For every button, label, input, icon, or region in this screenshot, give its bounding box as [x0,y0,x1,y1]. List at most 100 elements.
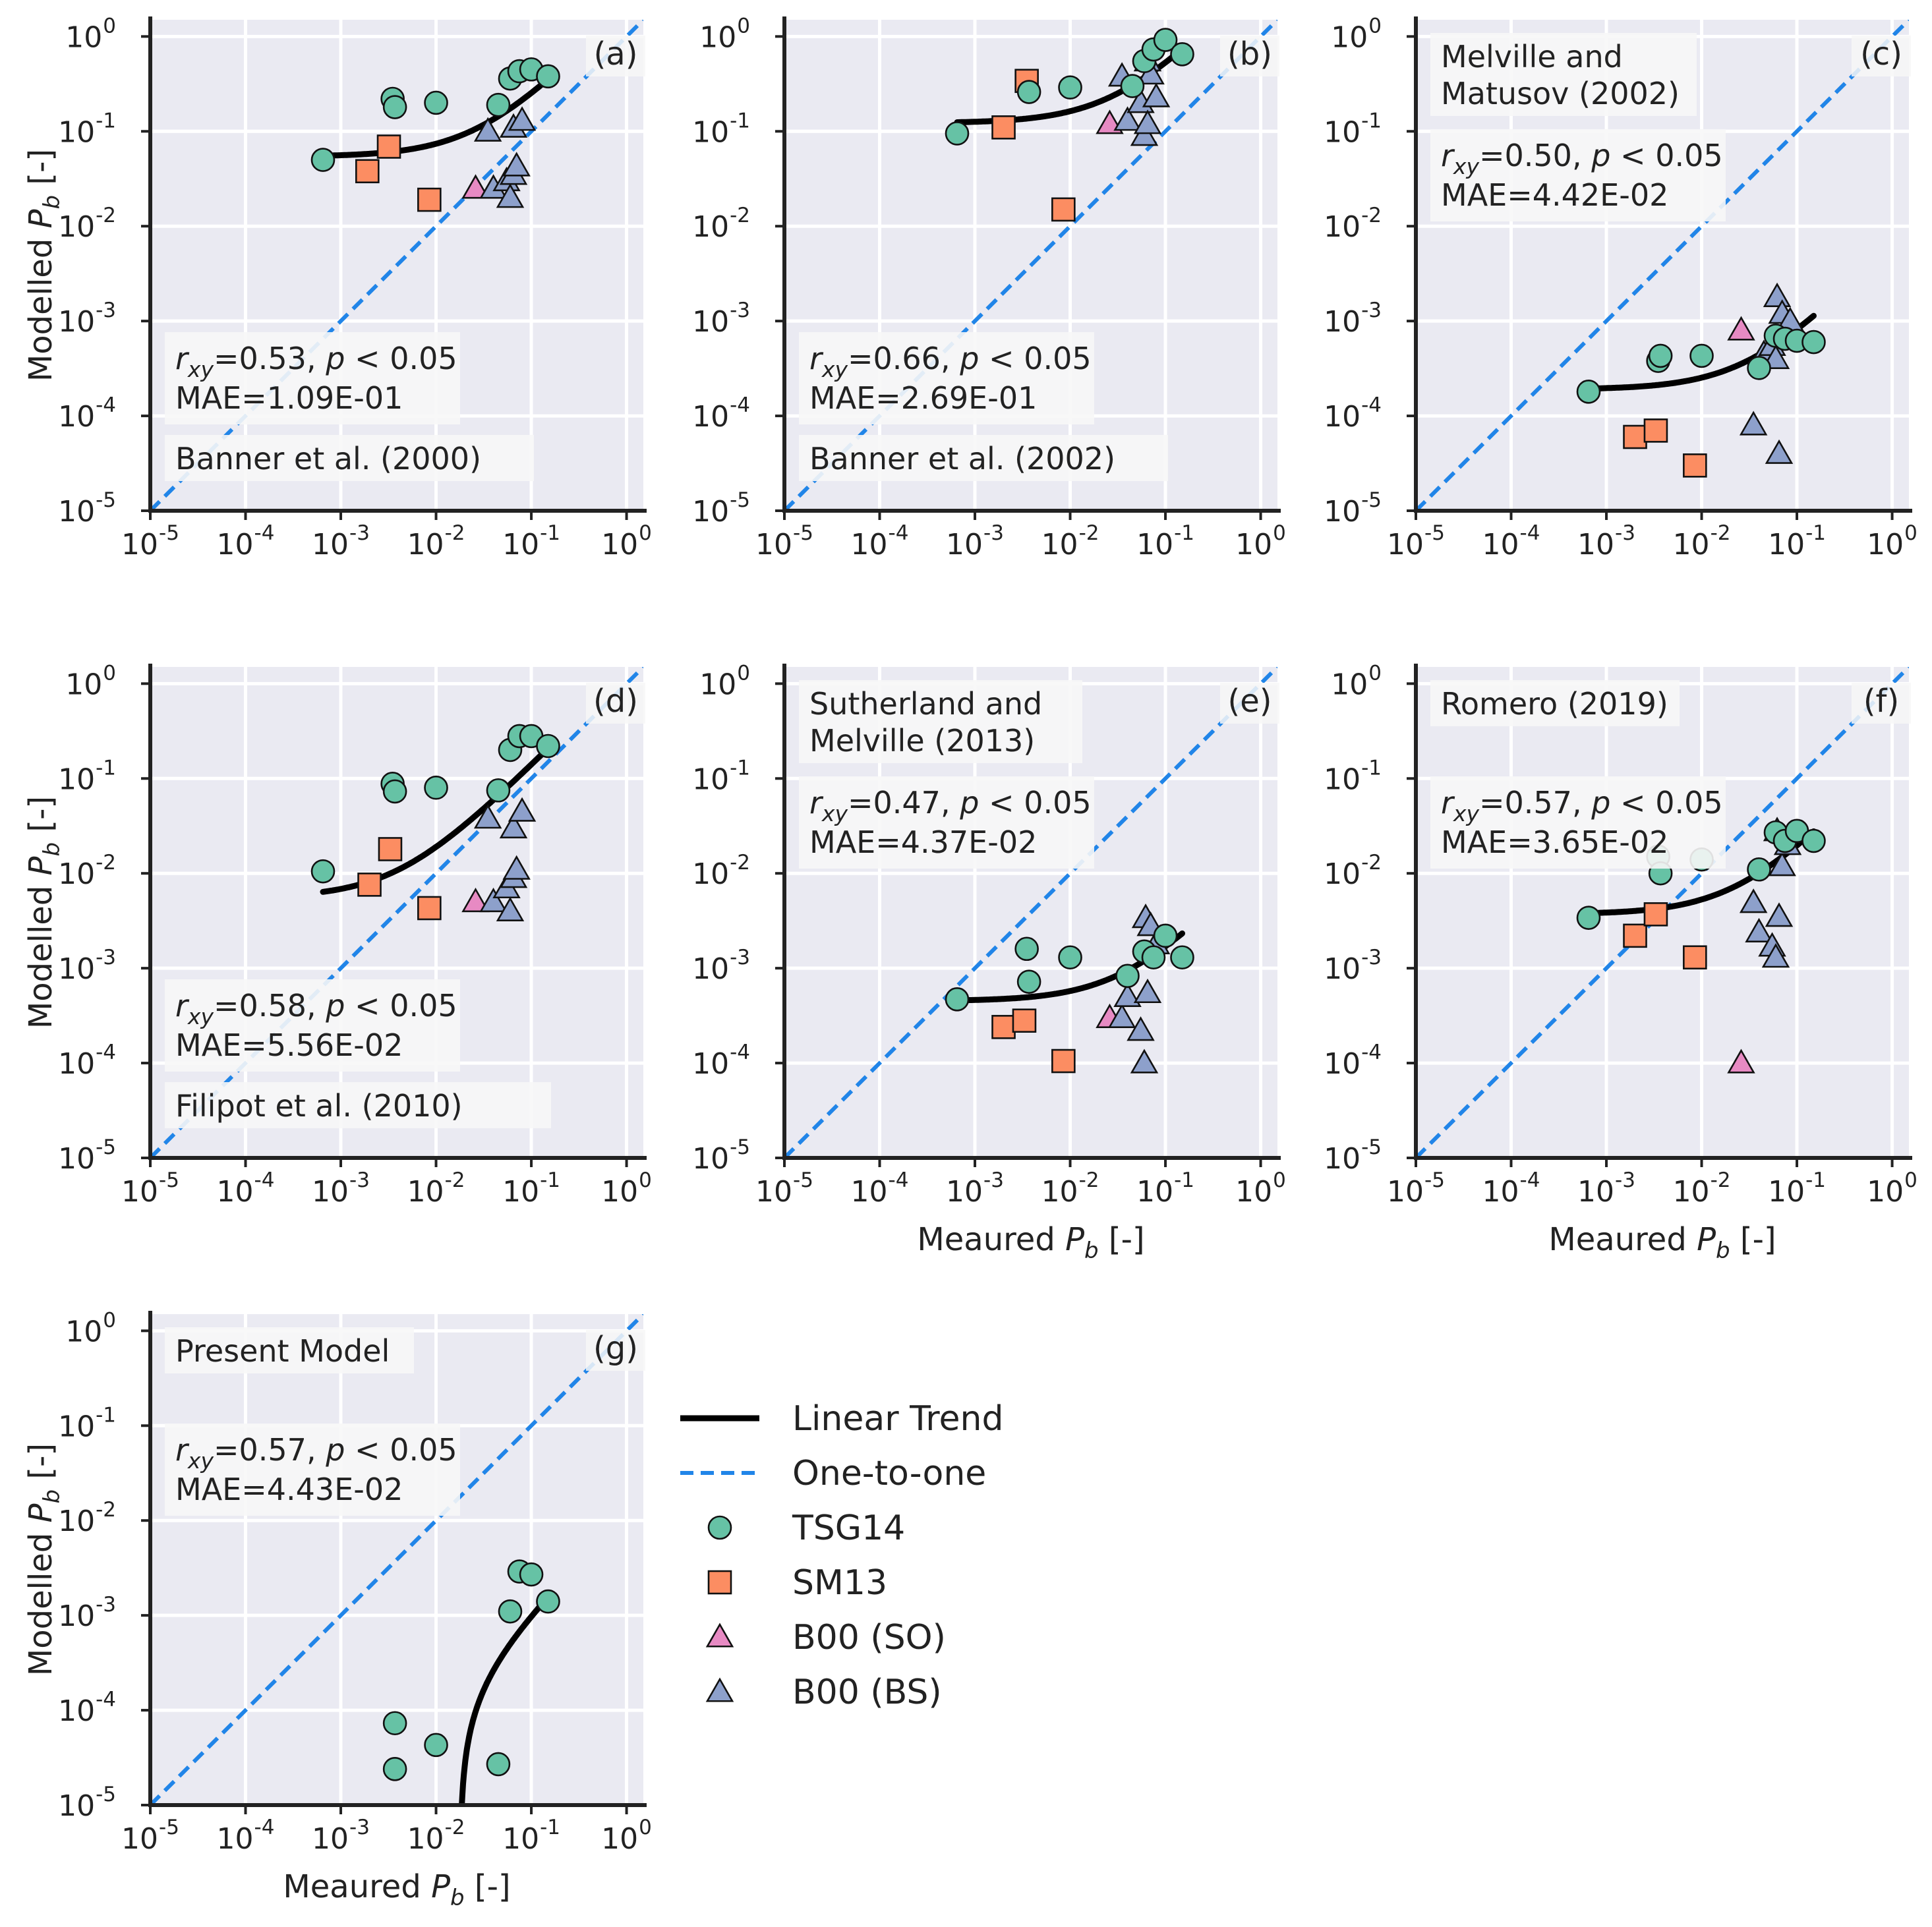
y-tick-label: 10-2 [58,1498,116,1538]
panel-c: 10-510-5 10-4 10-4 10-3 10-3 10-2 10-2 10-1 10-1… [1324,14,1917,561]
legend-label: Linear Trend [792,1399,1003,1439]
point-b00bs [473,804,502,829]
point-sm13 [1643,418,1668,443]
panel-label-box [586,36,645,76]
x-tick-label: 10-4 [217,521,275,561]
y-tick-label: 10-1 [58,109,116,149]
y-tick-label: 10-3 [692,299,750,339]
point-b00bs [496,896,525,922]
x-tick-label: 10-1 [1136,521,1194,561]
x-tick-label: 10-5 [755,1168,813,1209]
y-tick-label: 10-3 [58,1593,116,1633]
x-tick-label: 100 [601,1168,652,1209]
x-tick-label: 10-4 [1482,521,1540,561]
y-tick-label: 10-5 [1324,488,1382,529]
point-b00bs [1763,282,1792,307]
point-sm13 [1012,1008,1037,1033]
panel-label: (f) [1863,683,1899,720]
point-tsg14 [310,148,336,172]
x-tick-label: 10-4 [1482,1168,1540,1209]
y-tick-label: 10-2 [1324,204,1382,244]
model-title: Melville and [1441,39,1623,74]
correlation-stat: rxy=0.57, p < 0.05 [1441,785,1723,826]
x-tick-label: 10-4 [217,1168,275,1209]
model-title-box [799,435,1168,481]
y-tick-label: 10-3 [1324,946,1382,986]
model-title: Filipot et al. (2010) [175,1088,463,1124]
point-tsg14 [486,92,511,117]
point-b00bs [1130,121,1159,146]
x-tick-label: 10-1 [502,1168,560,1209]
one-to-one-line [150,667,643,1158]
stats-box [1430,776,1726,869]
y-tick-label: 10-5 [692,1136,750,1176]
point-tsg14 [945,987,970,1012]
panel-a: 10-510-5 10-4 10-4 10-3 10-3 10-2 10-2 10-1 10-1… [22,14,652,561]
panel-label-box [1852,36,1911,76]
x-tick-label: 100 [1235,521,1286,561]
x-tick-label: 10-5 [121,1816,179,1856]
point-tsg14 [310,859,336,884]
x-axis-label: Meaured Pb [-] [917,1221,1144,1264]
y-axis-label: Modelled Pb [-] [22,149,65,382]
x-tick-label: 10-1 [1768,521,1826,561]
x-tick-label: 10-2 [1673,1168,1731,1209]
point-tsg14 [519,1562,544,1587]
x-tick-label: 10-4 [851,1168,909,1209]
point-tsg14 [536,64,560,89]
y-tick-label: 100 [1331,661,1382,701]
y-tick-label: 10-3 [58,946,116,986]
stats-box [799,332,1094,424]
x-tick-label: 10-4 [851,521,909,561]
point-b00bs [1113,982,1142,1008]
y-tick-label: 100 [699,661,750,701]
point-b00so [461,174,490,199]
point-b00bs [479,887,508,913]
point-tsg14 [424,775,448,800]
point-tsg14 [1747,857,1771,882]
point-tsg14 [1016,969,1041,994]
point-tsg14 [1058,945,1082,970]
model-title: Matusov (2002) [1441,76,1680,111]
panel-b: 10-510-5 10-4 10-4 10-3 10-3 10-2 10-2 10-1 10-1… [692,14,1286,561]
point-tsg14 [1576,906,1601,930]
x-tick-label: 10-2 [407,1816,465,1856]
point-sm13 [991,115,1016,140]
x-tick-label: 100 [1867,521,1917,561]
point-tsg14 [1170,42,1194,67]
point-sm13 [378,837,403,861]
model-title-box [1430,33,1697,116]
x-tick-label: 10-4 [217,1816,275,1856]
model-title-box [1430,680,1680,726]
y-tick-label: 10-1 [1324,756,1382,796]
y-tick-label: 10-5 [692,488,750,529]
point-tsg14 [486,778,511,803]
y-tick-label: 10-1 [58,1403,116,1443]
point-tsg14 [1170,945,1194,970]
linear-trend-line [320,76,551,159]
point-tsg14 [1120,74,1145,98]
x-axis-label: Meaured Pb [-] [283,1868,510,1911]
panel-label: (d) [593,683,638,720]
one-to-one-line [150,1314,643,1805]
legend-label: One-to-one [792,1454,986,1493]
x-tick-label: 10-3 [946,1168,1004,1209]
point-sm13 [1051,197,1076,222]
panel-label-box [586,1330,645,1371]
legend-item-sm13: SM13 [707,1563,887,1603]
x-tick-label: 100 [601,521,652,561]
panel-e: 10-510-5 10-4 10-4 10-3 10-3 10-2 10-2 10-1 10-1… [692,661,1286,1264]
point-tsg14 [1648,343,1673,368]
panel-g: 10-510-5 10-4 10-4 10-3 10-3 10-2 10-2 10-1 10-1… [22,1308,652,1911]
x-tick-label: 10-3 [312,1168,370,1209]
y-tick-label: 10-4 [58,393,116,434]
linear-trend-line [459,1594,551,1805]
legend-swatch-b00so [705,1623,734,1648]
y-tick-label: 10-3 [58,299,116,339]
point-b00bs [508,797,537,822]
stats-box [799,776,1094,869]
mae-stat: MAE=4.42E-02 [1441,177,1668,213]
point-tsg14 [1115,964,1140,989]
point-tsg14 [486,1752,511,1777]
y-tick-label: 10-2 [692,204,750,244]
